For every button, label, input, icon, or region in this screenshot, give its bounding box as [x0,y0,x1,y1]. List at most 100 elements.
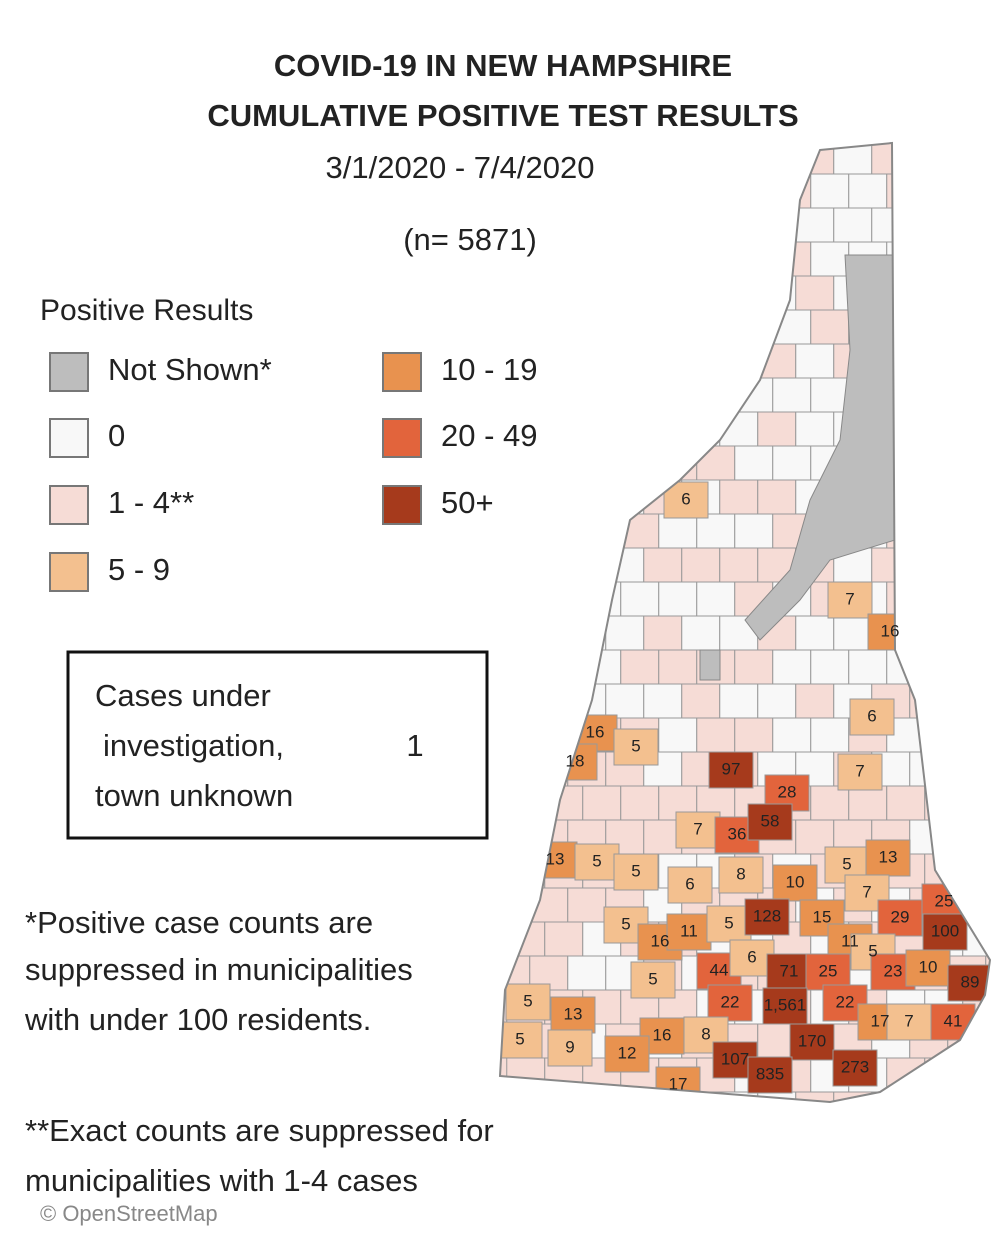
town [567,207,607,243]
town [582,513,622,549]
town [757,683,797,719]
town [719,343,759,379]
town [658,513,698,549]
town-label: 5 [592,851,601,870]
box-value: 1 [406,728,423,763]
town [658,241,698,277]
town [506,581,546,617]
town [500,1091,531,1102]
town [643,207,683,243]
map [500,143,990,1102]
town [681,411,721,447]
town-label: 13 [546,849,565,868]
town-label: 5 [631,736,640,755]
town [605,207,645,243]
town [962,649,990,685]
town-label: 100 [931,921,959,940]
town [757,143,797,175]
town [500,751,531,787]
town-label: 9 [565,1037,574,1056]
town [500,547,531,583]
town [962,853,990,889]
legend-title: Positive Results [40,294,253,327]
town-label: 5 [648,969,657,988]
town [506,309,546,345]
town [696,581,736,617]
town-label: 25 [819,961,838,980]
town [529,547,569,583]
town [582,785,622,821]
town [947,479,987,515]
town-cases [604,1035,650,1073]
town [620,445,660,481]
town [909,751,949,787]
town [795,411,835,447]
town-label: 5 [523,991,532,1010]
town [985,479,990,515]
town [658,309,698,345]
legend-swatch [49,418,89,458]
legend-swatch [49,552,89,592]
town-label: 8 [701,1024,710,1043]
town [947,1091,987,1102]
town [529,1091,569,1102]
town [909,1091,949,1102]
town-label: 7 [904,1011,913,1030]
town [909,411,949,447]
town [909,479,949,515]
town [719,479,759,515]
town-cases [505,983,551,1021]
town [544,581,584,617]
town [985,547,990,583]
total: (n= 5871) [403,222,537,257]
town [757,207,797,243]
legend-label: 1 - 4** [108,485,194,520]
town-cases [837,753,883,791]
town [658,173,698,209]
town-label: 10 [919,957,938,976]
town-label: 29 [891,907,910,926]
town-label: 18 [566,751,585,770]
town [772,173,812,209]
town-cases [500,1021,543,1059]
town [772,377,812,413]
town-label: 22 [721,992,740,1011]
town-cases [707,984,753,1022]
box-text: investigation, [103,728,284,763]
town-label: 13 [564,1004,583,1023]
town-label: 273 [841,1057,869,1076]
footnote: municipalities with 1-4 cases [25,1163,418,1198]
town [795,1091,835,1102]
town [544,241,584,277]
town [681,143,721,175]
legend-label: Not Shown* [108,352,272,387]
town-cases [630,961,676,999]
town [795,343,835,379]
town [909,143,949,175]
town [643,615,683,651]
town [810,241,850,277]
town [924,377,964,413]
town-label: 16 [586,722,605,741]
town [582,377,622,413]
legend-label: 0 [108,418,125,453]
town [947,547,987,583]
town [567,1091,607,1102]
town-label: 5 [631,861,640,880]
town [620,309,660,345]
town-label: 15 [813,907,832,926]
town [962,1057,990,1093]
town [795,615,835,651]
town [620,513,660,549]
footnote: *Positive case counts are [25,905,373,940]
town [985,275,990,311]
town [734,717,774,753]
town [886,785,926,821]
town [529,751,569,787]
town [924,309,964,345]
town-cases [675,811,721,849]
town-label: 170 [798,1031,826,1050]
town-cases [877,899,923,937]
town [962,785,990,821]
town [696,717,736,753]
